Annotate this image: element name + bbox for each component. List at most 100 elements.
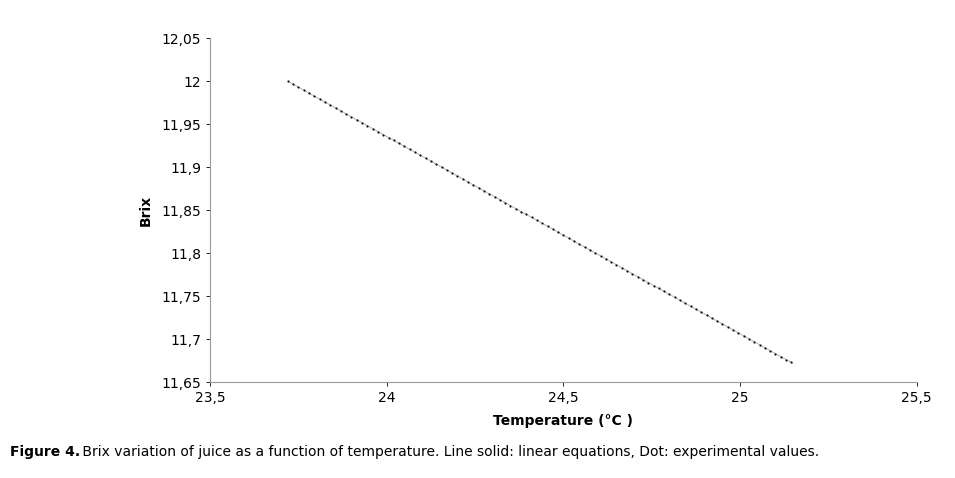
Point <box>317 98 332 106</box>
Point <box>487 193 502 201</box>
Point <box>704 314 719 322</box>
Point <box>556 231 571 239</box>
Point <box>768 350 783 358</box>
Point <box>338 110 353 118</box>
Point <box>360 122 375 130</box>
Point <box>752 341 767 348</box>
Point <box>535 219 550 227</box>
Point <box>392 140 407 147</box>
Point <box>386 137 401 144</box>
Point <box>678 299 693 307</box>
Point <box>365 125 380 132</box>
Point <box>609 261 625 269</box>
Point <box>604 258 619 266</box>
Point <box>726 326 741 334</box>
Point <box>286 80 301 88</box>
Point <box>466 181 481 189</box>
Point <box>423 157 438 165</box>
Point <box>540 222 555 230</box>
Point <box>344 113 359 120</box>
Point <box>508 205 523 212</box>
Point <box>689 305 704 313</box>
Point <box>492 196 507 204</box>
Point <box>630 273 646 281</box>
Point <box>641 279 656 286</box>
X-axis label: Temperature (°C ): Temperature (°C ) <box>494 414 633 428</box>
Point <box>784 358 799 366</box>
Point <box>418 154 434 162</box>
Point <box>774 353 789 360</box>
Point <box>439 166 455 174</box>
Point <box>715 320 731 328</box>
Point <box>651 285 667 293</box>
Point <box>328 104 343 112</box>
Point <box>375 130 391 138</box>
Point <box>662 291 677 298</box>
Point <box>741 335 756 343</box>
Point <box>477 187 492 195</box>
Point <box>598 255 613 263</box>
Point <box>762 347 777 355</box>
Point <box>524 214 540 221</box>
Point <box>757 344 773 351</box>
Point <box>656 288 671 295</box>
Point <box>498 199 513 206</box>
Point <box>635 276 650 283</box>
Point <box>296 87 311 94</box>
Point <box>307 92 322 100</box>
Point <box>408 149 423 156</box>
Point <box>550 228 565 236</box>
Point <box>699 311 714 319</box>
Point <box>572 240 587 248</box>
Point <box>350 116 365 124</box>
Point <box>593 252 608 260</box>
Point <box>731 329 746 337</box>
Point <box>646 282 661 289</box>
Y-axis label: Brix: Brix <box>139 195 153 226</box>
Point <box>444 169 459 177</box>
Point <box>429 160 444 168</box>
Point <box>456 175 471 183</box>
Point <box>354 119 370 127</box>
Point <box>519 211 534 218</box>
Point <box>460 178 476 186</box>
Text: Brix variation of juice as a function of temperature. Line solid: linear equatio: Brix variation of juice as a function of… <box>78 445 819 459</box>
Point <box>413 152 428 159</box>
Point <box>280 77 295 85</box>
Point <box>434 163 449 171</box>
Point <box>672 296 688 304</box>
Point <box>514 207 529 215</box>
Point <box>668 293 683 301</box>
Point <box>397 142 413 150</box>
Point <box>736 332 752 340</box>
Point <box>683 303 698 310</box>
Point <box>620 267 635 274</box>
Point <box>562 234 577 242</box>
Point <box>625 270 640 278</box>
Point <box>545 226 561 233</box>
Point <box>587 249 603 257</box>
Point <box>381 134 396 141</box>
Point <box>710 317 725 325</box>
Point <box>312 95 328 103</box>
Point <box>450 172 465 180</box>
Point <box>577 243 592 251</box>
Text: Figure 4.: Figure 4. <box>10 445 79 459</box>
Point <box>566 237 582 245</box>
Point <box>371 128 386 135</box>
Point <box>778 356 794 363</box>
Point <box>614 264 629 272</box>
Point <box>583 246 598 254</box>
Point <box>290 83 306 91</box>
Point <box>529 217 544 224</box>
Point <box>333 107 349 115</box>
Point <box>693 308 709 316</box>
Point <box>720 323 735 331</box>
Point <box>302 89 317 97</box>
Point <box>747 338 762 346</box>
Point <box>402 145 417 153</box>
Point <box>323 101 338 109</box>
Point <box>471 184 486 192</box>
Point <box>503 202 519 209</box>
Point <box>481 190 497 197</box>
